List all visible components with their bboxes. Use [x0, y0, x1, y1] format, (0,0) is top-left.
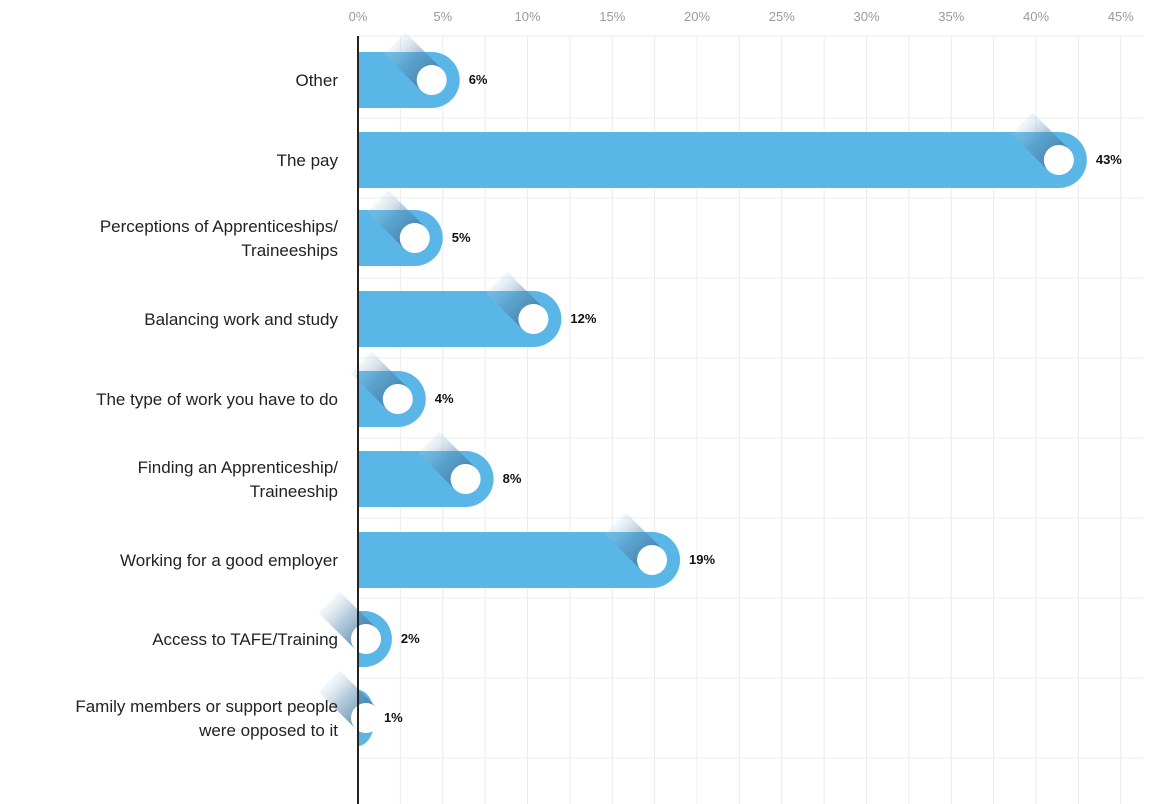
bar: [358, 532, 681, 588]
bar-knob: [382, 384, 413, 414]
bar: [358, 132, 1087, 188]
category-labels: Other The pay Perceptions of Apprenticeshi…: [75, 71, 338, 740]
bar-group: 5%: [358, 190, 471, 266]
bar-knob: [351, 703, 381, 733]
value-label: 1%: [384, 710, 403, 725]
category-label-line: Perceptions of Apprenticeships/: [100, 217, 338, 236]
category-label-line: Family members or support people: [75, 697, 338, 716]
bar-group: 4%: [350, 351, 454, 428]
x-tick-label: 35%: [938, 9, 964, 24]
category-label-line: Traineeship: [250, 482, 338, 501]
bar-knob: [351, 624, 381, 654]
bar-knob: [1043, 145, 1074, 175]
x-tick-label: 30%: [853, 9, 879, 24]
category-label-line: Finding an Apprenticeship/: [138, 458, 339, 477]
x-tick-label: 20%: [684, 9, 710, 24]
category-label-line: The type of work you have to do: [96, 390, 338, 409]
x-tick-label: 25%: [769, 9, 795, 24]
bar-knob: [518, 304, 549, 334]
category-label-line: were opposed to it: [198, 721, 338, 740]
bar-group: 12%: [358, 271, 597, 347]
category-label-line: Other: [295, 71, 338, 90]
category-label-line: Balancing work and study: [144, 310, 338, 329]
bar-knob: [416, 65, 447, 95]
category-label: The type of work you have to do: [96, 390, 338, 409]
x-tick-label: 40%: [1023, 9, 1049, 24]
bar-group: 8%: [358, 431, 522, 507]
category-label: Balancing work and study: [144, 310, 338, 329]
bars: 6% 43% 5% 12% 4% 8% 19% 2% 1%: [318, 32, 1122, 746]
value-label: 19%: [689, 552, 715, 567]
value-label: 5%: [452, 230, 471, 245]
bar-knob: [637, 545, 668, 575]
bar-group: 43%: [358, 112, 1122, 188]
category-label-line: Access to TAFE/Training: [152, 630, 338, 649]
category-label: Perceptions of Apprenticeships/Traineesh…: [100, 217, 338, 260]
category-label-line: Traineeships: [241, 241, 338, 260]
bar-knob: [450, 464, 481, 494]
value-label: 4%: [435, 391, 454, 406]
category-label-line: Working for a good employer: [120, 551, 338, 570]
value-label: 43%: [1096, 152, 1122, 167]
x-tick-label: 45%: [1108, 9, 1134, 24]
x-tick-label: 10%: [514, 9, 540, 24]
value-label: 2%: [401, 631, 420, 646]
bar-knob: [399, 223, 430, 253]
category-label: The pay: [277, 151, 339, 170]
category-label: Finding an Apprenticeship/Traineeship: [138, 458, 339, 501]
value-label: 12%: [570, 311, 596, 326]
value-label: 8%: [503, 471, 522, 486]
bar-group: 19%: [358, 512, 716, 588]
bar-group: 2%: [318, 591, 420, 667]
x-tick-label: 5%: [433, 9, 452, 24]
category-label-line: The pay: [277, 151, 339, 170]
category-label: Access to TAFE/Training: [152, 630, 338, 649]
bar-group: 6%: [358, 32, 488, 108]
value-label: 6%: [469, 72, 488, 87]
category-label: Other: [295, 71, 338, 90]
x-axis-ticks: 0% 5% 10% 15% 20% 25% 30% 35% 40% 45%: [349, 9, 1135, 24]
category-label: Working for a good employer: [120, 551, 338, 570]
x-tick-label: 15%: [599, 9, 625, 24]
category-label: Family members or support people were opp…: [75, 697, 338, 740]
x-tick-label: 0%: [349, 9, 368, 24]
